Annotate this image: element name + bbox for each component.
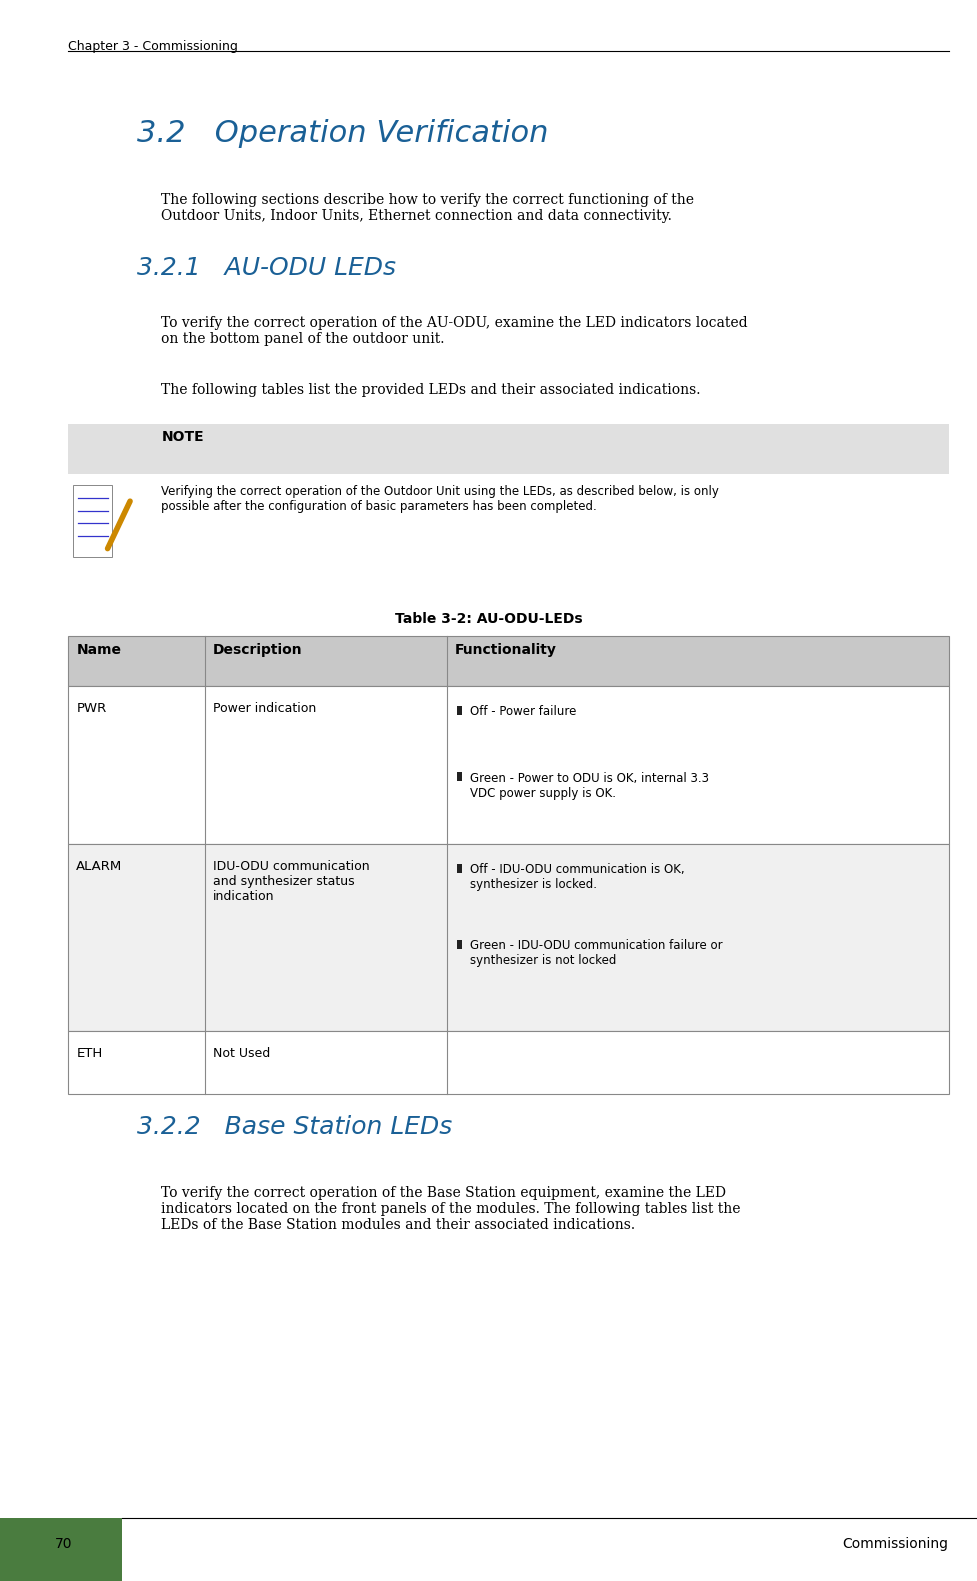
FancyBboxPatch shape [456,939,462,949]
FancyBboxPatch shape [456,772,462,781]
Text: IDU-ODU communication
and synthesizer status
indication: IDU-ODU communication and synthesizer st… [213,860,369,903]
FancyBboxPatch shape [68,636,948,686]
Text: Power indication: Power indication [213,702,316,715]
FancyBboxPatch shape [68,1031,948,1094]
Text: ALARM: ALARM [76,860,122,873]
Text: Table 3-2: AU-ODU-LEDs: Table 3-2: AU-ODU-LEDs [395,612,582,626]
FancyBboxPatch shape [68,686,948,844]
Text: Chapter 3 - Commissioning: Chapter 3 - Commissioning [68,40,238,52]
FancyBboxPatch shape [73,485,112,557]
Text: Green - IDU-ODU communication failure or
synthesizer is not locked: Green - IDU-ODU communication failure or… [470,939,722,968]
Text: The following tables list the provided LEDs and their associated indications.: The following tables list the provided L… [161,383,701,397]
Text: Name: Name [76,643,121,658]
Text: Description: Description [213,643,302,658]
Text: Green - Power to ODU is OK, internal 3.3
VDC power supply is OK.: Green - Power to ODU is OK, internal 3.3… [470,772,708,800]
Text: 3.2   Operation Verification: 3.2 Operation Verification [137,119,548,147]
FancyBboxPatch shape [456,863,462,873]
Text: Commissioning: Commissioning [842,1537,948,1551]
Text: 70: 70 [55,1537,72,1551]
Text: Off - IDU-ODU communication is OK,
synthesizer is locked.: Off - IDU-ODU communication is OK, synth… [470,863,684,892]
FancyBboxPatch shape [456,705,462,715]
Text: The following sections describe how to verify the correct functioning of the
Out: The following sections describe how to v… [161,193,694,223]
Text: 3.2.1   AU-ODU LEDs: 3.2.1 AU-ODU LEDs [137,256,396,280]
Text: To verify the correct operation of the AU-ODU, examine the LED indicators locate: To verify the correct operation of the A… [161,316,747,346]
Text: Verifying the correct operation of the Outdoor Unit using the LEDs, as described: Verifying the correct operation of the O… [161,485,718,514]
Text: PWR: PWR [76,702,106,715]
FancyBboxPatch shape [68,844,948,1031]
Text: NOTE: NOTE [161,430,204,444]
Text: Functionality: Functionality [454,643,556,658]
FancyBboxPatch shape [0,1518,122,1581]
Text: Not Used: Not Used [213,1047,270,1059]
FancyBboxPatch shape [68,424,948,474]
Text: To verify the correct operation of the Base Station equipment, examine the LED
i: To verify the correct operation of the B… [161,1186,741,1232]
Text: Off - Power failure: Off - Power failure [470,705,576,718]
Text: 3.2.2   Base Station LEDs: 3.2.2 Base Station LEDs [137,1115,451,1138]
Text: ETH: ETH [76,1047,103,1059]
